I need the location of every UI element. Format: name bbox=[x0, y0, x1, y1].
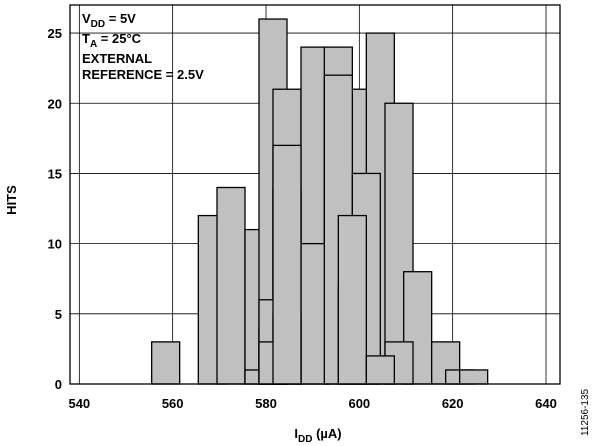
conditions-annotation: VDD = 5V TA = 25°C EXTERNAL REFERENCE = … bbox=[82, 11, 204, 82]
y-tick-label-10: 10 bbox=[48, 237, 62, 252]
y-tick-label-25: 25 bbox=[48, 26, 62, 41]
x-tick-label-600: 600 bbox=[348, 396, 370, 411]
condition-reference: REFERENCE = 2.5V bbox=[82, 67, 204, 82]
x-tick-label-540: 540 bbox=[68, 396, 90, 411]
x-tick-label-560: 560 bbox=[162, 396, 184, 411]
y-tick-label-0: 0 bbox=[55, 377, 62, 392]
x-tick-label-640: 640 bbox=[535, 396, 557, 411]
x-axis-label: IDD (µA) bbox=[294, 426, 341, 445]
bar-3-1 bbox=[365, 355, 395, 385]
bar-0-0 bbox=[151, 341, 181, 385]
bars bbox=[151, 18, 489, 385]
bar-0-14 bbox=[459, 369, 489, 385]
bar-2-2 bbox=[337, 214, 367, 385]
condition-vdd: VDD = 5V bbox=[82, 11, 136, 30]
y-tick-label-15: 15 bbox=[48, 166, 62, 181]
tick-labels: 540 560 580 600 620 640 0 5 10 15 20 25 bbox=[48, 26, 557, 411]
x-tick-label-620: 620 bbox=[442, 396, 464, 411]
y-tick-label-5: 5 bbox=[55, 307, 62, 322]
condition-ta: TA = 25°C bbox=[82, 31, 142, 50]
x-tick-label-580: 580 bbox=[255, 396, 277, 411]
plot-frame bbox=[69, 4, 561, 385]
condition-external: EXTERNAL bbox=[82, 51, 152, 66]
y-tick-label-20: 20 bbox=[48, 96, 62, 111]
bar-0-2 bbox=[216, 186, 246, 385]
figure-id: 11256-135 bbox=[580, 388, 591, 436]
bar-4-0 bbox=[272, 144, 302, 385]
y-axis-label: HITS bbox=[4, 185, 19, 215]
